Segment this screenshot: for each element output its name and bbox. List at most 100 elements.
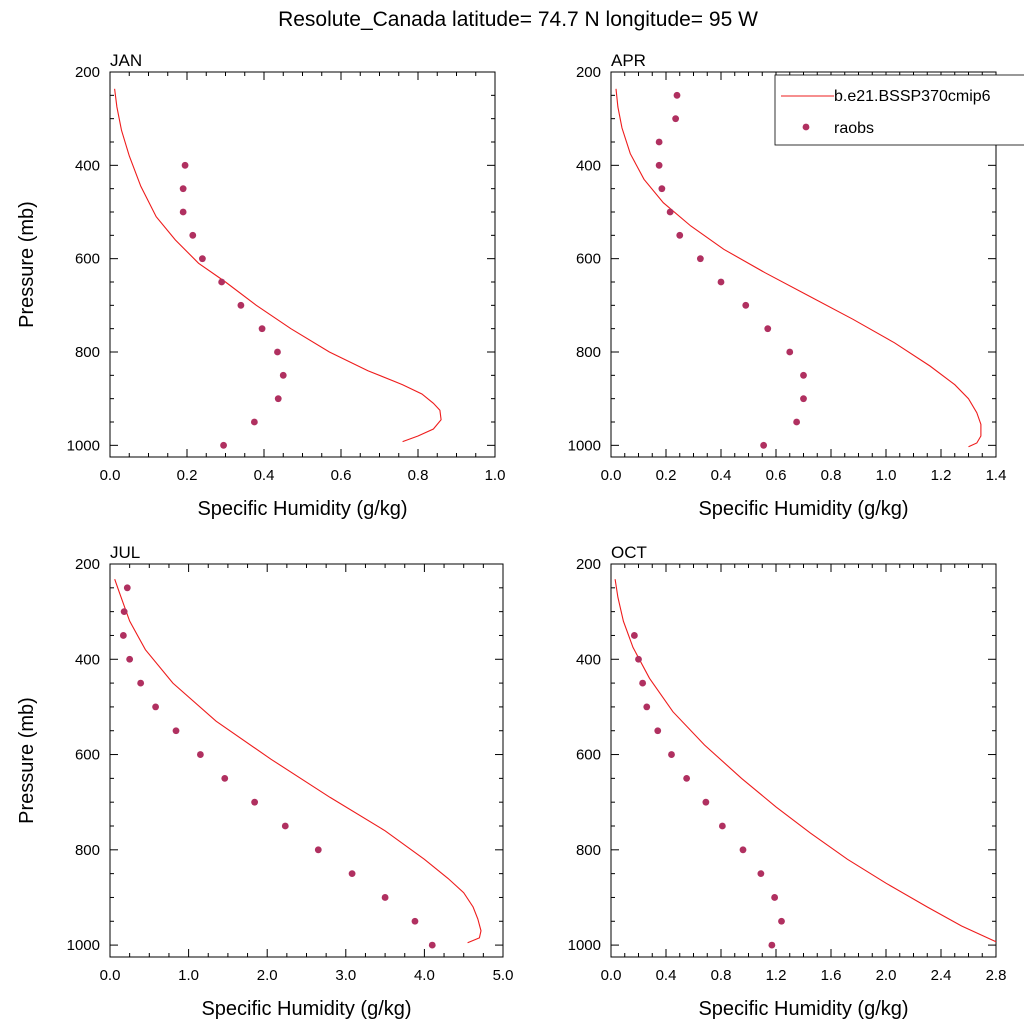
obs-point bbox=[702, 798, 710, 806]
x-tick-label: 0.4 bbox=[254, 467, 275, 484]
model-profile-line bbox=[114, 88, 442, 443]
obs-point bbox=[221, 774, 229, 782]
obs-point bbox=[120, 608, 128, 616]
y-tick-label: 1000 bbox=[67, 437, 100, 454]
y-tick-label: 800 bbox=[75, 344, 100, 361]
obs-point bbox=[655, 138, 663, 146]
x-tick-label: 0.0 bbox=[601, 967, 622, 984]
panel-label-apr: APR bbox=[611, 51, 646, 70]
obs-point bbox=[658, 185, 666, 193]
y-tick-label: 200 bbox=[576, 64, 601, 81]
panel-oct: OCT 0.0 0.4 0.8 1.2 1.6 2.0 2.4 2.8 200 400 600 800 1… bbox=[568, 543, 1007, 1020]
x-tick-label: 0.6 bbox=[331, 467, 352, 484]
obs-point bbox=[643, 703, 651, 711]
model-profile-line bbox=[614, 579, 997, 943]
x-tick-label: 0.8 bbox=[821, 467, 842, 484]
figure-title: Resolute_Canada latitude= 74.7 N longitu… bbox=[278, 8, 758, 31]
obs-point bbox=[381, 894, 389, 901]
obs-point bbox=[786, 348, 794, 356]
obs-point bbox=[771, 894, 779, 901]
obs-point bbox=[237, 301, 245, 309]
obs-point bbox=[655, 161, 663, 169]
obs-point bbox=[348, 870, 356, 878]
x-tick-label: 0.0 bbox=[100, 967, 121, 984]
obs-point bbox=[172, 727, 180, 735]
obs-point bbox=[793, 418, 801, 426]
x-tick-label: 2.0 bbox=[876, 967, 897, 984]
legend-obs-marker bbox=[802, 123, 810, 131]
panel-label-oct: OCT bbox=[611, 543, 647, 562]
obs-point bbox=[760, 441, 768, 449]
y-tick-label: 600 bbox=[576, 747, 601, 764]
y-tick-label: 400 bbox=[576, 651, 601, 668]
x-tick-label: 1.0 bbox=[178, 967, 199, 984]
obs-point bbox=[666, 208, 674, 216]
obs-point bbox=[250, 418, 258, 426]
panel-jan: JAN 0.0 0.2 0.4 0.6 0.8 1.0 200 400 600 800 1000 Spe… bbox=[16, 51, 505, 520]
y-tick-label: 400 bbox=[576, 157, 601, 174]
y-tick-label: 600 bbox=[576, 251, 601, 268]
obs-point bbox=[137, 679, 145, 687]
obs-point bbox=[189, 231, 197, 239]
x-axis-title: Specific Humidity (g/kg) bbox=[197, 498, 407, 520]
obs-point bbox=[428, 941, 436, 949]
obs-point bbox=[672, 115, 680, 123]
legend: b.e21.BSSP370cmip6 raobs bbox=[774, 74, 1024, 146]
obs-point bbox=[274, 348, 281, 356]
obs-point bbox=[119, 632, 127, 639]
panel-jul: JUL 0.0 1.0 2.0 3.0 4.0 5.0 200 400 600 800 1000 Spe… bbox=[16, 543, 513, 1020]
obs-point bbox=[314, 846, 322, 854]
x-tick-label: 0.8 bbox=[711, 967, 732, 984]
obs-point bbox=[683, 774, 691, 782]
obs-point bbox=[635, 655, 642, 663]
obs-point bbox=[199, 255, 206, 263]
legend-model-label: b.e21.BSSP370cmip6 bbox=[834, 88, 991, 105]
obs-point bbox=[668, 751, 675, 758]
x-tick-label: 0.8 bbox=[408, 467, 429, 484]
obs-point bbox=[676, 231, 684, 239]
obs-point bbox=[768, 941, 776, 949]
obs-point bbox=[718, 822, 726, 830]
x-tick-label: 3.0 bbox=[335, 967, 356, 984]
x-tick-label: 1.2 bbox=[931, 467, 952, 484]
x-tick-label: 2.8 bbox=[986, 967, 1007, 984]
obs-point bbox=[179, 208, 187, 216]
obs-point bbox=[778, 917, 785, 925]
obs-point bbox=[123, 584, 131, 592]
obs-point bbox=[717, 278, 725, 286]
y-axis-title: Pressure (mb) bbox=[16, 201, 38, 328]
y-tick-label: 800 bbox=[75, 842, 100, 859]
x-tick-label: 1.0 bbox=[876, 467, 897, 484]
panels: JAN 0.0 0.2 0.4 0.6 0.8 1.0 200 400 600 800 1000 Spe… bbox=[16, 51, 1006, 1020]
x-tick-label: 2.0 bbox=[257, 967, 278, 984]
x-tick-label: 0.0 bbox=[601, 467, 622, 484]
x-tick-label: 0.4 bbox=[711, 467, 732, 484]
obs-point bbox=[251, 798, 259, 806]
x-tick-label: 0.4 bbox=[656, 967, 677, 984]
obs-point bbox=[258, 325, 266, 333]
obs-point bbox=[639, 679, 647, 687]
y-tick-label: 200 bbox=[75, 64, 100, 81]
y-tick-label: 400 bbox=[75, 651, 100, 668]
obs-point bbox=[800, 371, 807, 379]
obs-point bbox=[739, 846, 747, 854]
legend-obs-label: raobs bbox=[834, 120, 874, 137]
x-tick-label: 1.4 bbox=[986, 467, 1007, 484]
x-tick-label: 1.2 bbox=[766, 967, 787, 984]
obs-point bbox=[281, 822, 289, 830]
obs-point bbox=[742, 301, 750, 309]
y-tick-label: 800 bbox=[576, 842, 601, 859]
obs-point bbox=[196, 751, 204, 758]
plot-frame-jul bbox=[109, 563, 504, 958]
obs-point bbox=[181, 161, 189, 169]
x-axis-title: Specific Humidity (g/kg) bbox=[698, 498, 908, 520]
obs-point bbox=[274, 395, 282, 403]
obs-point bbox=[152, 703, 159, 711]
y-tick-label: 800 bbox=[576, 344, 601, 361]
legend-box bbox=[774, 74, 1024, 146]
obs-point bbox=[220, 441, 227, 449]
y-tick-label: 1000 bbox=[568, 437, 601, 454]
x-tick-label: 5.0 bbox=[493, 967, 514, 984]
y-tick-label: 1000 bbox=[67, 937, 100, 954]
obs-point bbox=[218, 278, 226, 286]
